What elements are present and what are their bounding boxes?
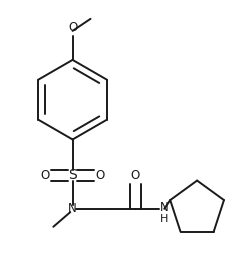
Text: H: H xyxy=(159,213,167,224)
Text: N: N xyxy=(159,201,168,214)
Text: O: O xyxy=(68,21,77,34)
Text: O: O xyxy=(130,169,139,182)
Text: N: N xyxy=(68,202,77,215)
Text: O: O xyxy=(40,169,50,182)
Text: S: S xyxy=(68,168,77,182)
Text: O: O xyxy=(95,169,104,182)
